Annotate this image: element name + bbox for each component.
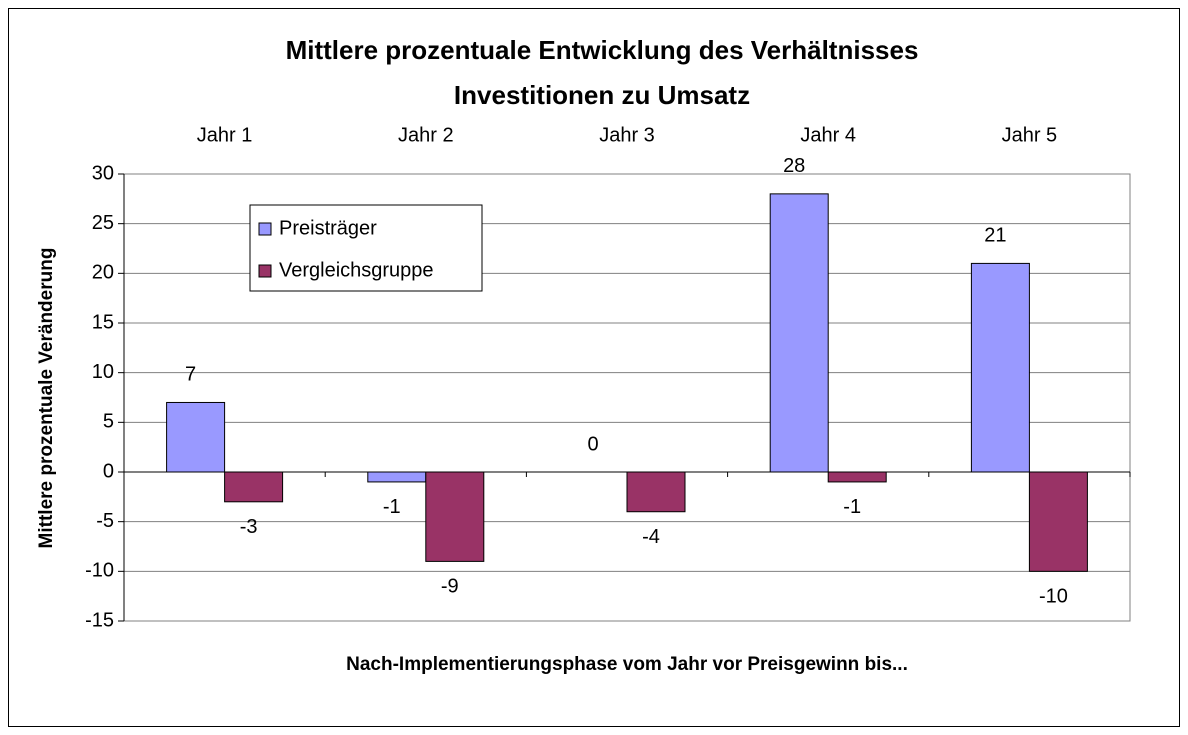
data-label: -1 [843,496,861,518]
x-tick-label: Jahr 4 [800,124,856,146]
data-label: 7 [185,364,196,386]
data-label: -4 [642,526,660,548]
y-tick-label: -10 [85,560,114,582]
y-axis-title: Mittlere prozentuale Veränderung [36,248,57,549]
x-tick-label: Jahr 5 [1002,124,1058,146]
y-tick-label: 0 [103,460,114,482]
bar [827,471,887,483]
bar [769,193,829,473]
y-tick-label: 5 [103,411,114,433]
y-tick-label: 25 [92,212,114,234]
x-tick-label: Jahr 3 [599,124,655,146]
y-tick-label: -15 [85,609,114,631]
y-tick-label: 30 [92,162,114,184]
bar [224,471,284,503]
legend-label: Vergleichsgruppe [279,259,434,281]
bar [425,471,485,562]
legend-label: Preisträger [279,217,377,239]
bar [166,401,226,473]
bar [1028,471,1088,572]
x-tick-label: Jahr 1 [197,124,253,146]
legend-swatch [258,264,272,278]
data-label: 0 [587,433,598,455]
y-tick-label: 10 [92,361,114,383]
y-tick-label: 20 [92,262,114,284]
chart-title: Mittlere prozentuale Entwicklung des Ver… [286,35,919,65]
data-label: -1 [383,496,401,518]
chart-title: Investitionen zu Umsatz [454,80,750,110]
data-label: -9 [441,576,459,598]
data-label: 28 [783,155,805,177]
data-label: -10 [1039,586,1068,608]
x-tick-label: Jahr 2 [398,124,454,146]
data-label: -3 [240,516,258,538]
bar [970,262,1030,473]
y-tick-label: -5 [96,510,114,532]
data-label: 21 [984,225,1006,247]
bar [626,471,686,513]
legend-swatch [258,222,272,236]
bar [367,471,427,483]
x-axis-title: Nach-Implementierungsphase vom Jahr vor … [346,654,908,675]
y-tick-label: 15 [92,311,114,333]
legend-box [249,204,483,292]
